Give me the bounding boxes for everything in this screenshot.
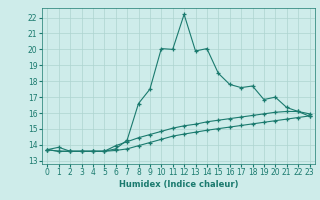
X-axis label: Humidex (Indice chaleur): Humidex (Indice chaleur) xyxy=(119,180,238,189)
